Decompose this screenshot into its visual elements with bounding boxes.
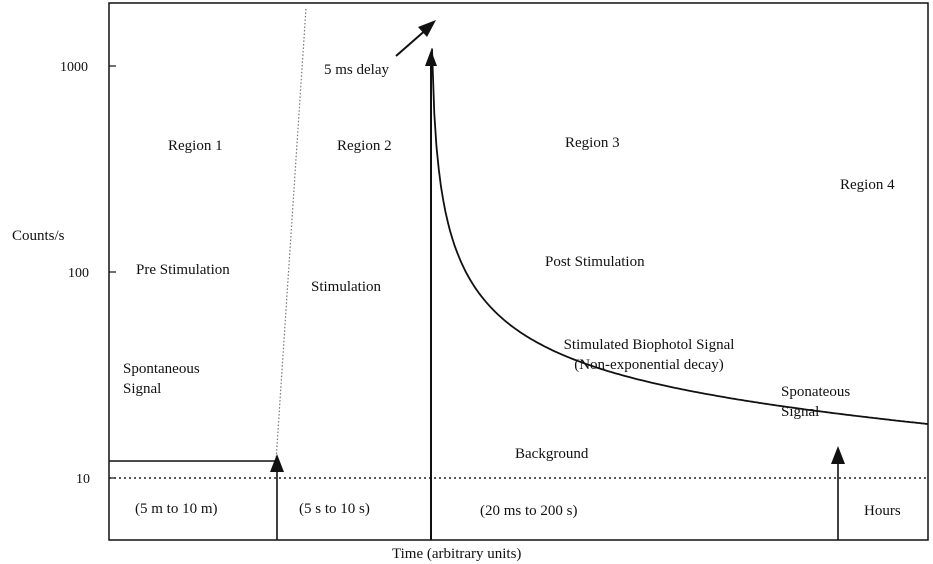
x-axis-label: Time (arbitrary units) — [392, 546, 521, 562]
note-line: Sponateous — [781, 384, 850, 400]
note-line: Signal — [123, 381, 161, 397]
peak-arrowhead — [425, 50, 437, 66]
note-line: (Non-exponential decay) — [574, 357, 724, 373]
stimulated-signal-note: Stimulated Biophotol Signal (Non-exponent… — [564, 337, 735, 373]
background-annotation: Background — [515, 446, 589, 462]
spontaneous-signal-note: Spontaneous Signal — [123, 361, 200, 397]
stimulation-rise-line — [275, 7, 307, 462]
post-stimulation-label: Post Stimulation — [545, 254, 645, 270]
decay-curve — [431, 48, 929, 425]
y-axis-label: Counts/s — [12, 228, 65, 244]
region-4-label: Region 4 — [840, 177, 895, 193]
delay-arrowhead — [418, 20, 436, 37]
note-line: Stimulated Biophotol Signal — [564, 337, 735, 353]
region-1-label: Region 1 — [168, 138, 223, 154]
y-axis: 1000 100 10 — [60, 60, 116, 487]
stim-start-arrowhead — [270, 454, 284, 472]
delay-annotation: 5 ms delay — [324, 62, 389, 78]
y-tick-1000-label: 1000 — [60, 60, 88, 75]
stimulation-label: Stimulation — [311, 279, 382, 295]
region-2-label: Region 2 — [337, 138, 392, 154]
delay-arrow-shaft — [395, 27, 429, 57]
duration-region-1: (5 m to 10 m) — [135, 501, 218, 517]
duration-region-3: (20 ms to 200 s) — [480, 503, 578, 519]
duration-region-4: Hours — [864, 503, 901, 519]
y-tick-10-label: 10 — [76, 472, 90, 487]
note-line: Spontaneous — [123, 361, 200, 377]
sponateous-signal-note: Sponateous Signal — [781, 384, 850, 420]
y-tick-100-label: 100 — [68, 266, 89, 281]
region4-arrowhead — [831, 446, 845, 464]
region-3-label: Region 3 — [565, 135, 620, 151]
duration-region-2: (5 s to 10 s) — [299, 501, 370, 517]
pre-stimulation-label: Pre Stimulation — [136, 262, 230, 278]
note-line: Signal — [781, 404, 819, 420]
